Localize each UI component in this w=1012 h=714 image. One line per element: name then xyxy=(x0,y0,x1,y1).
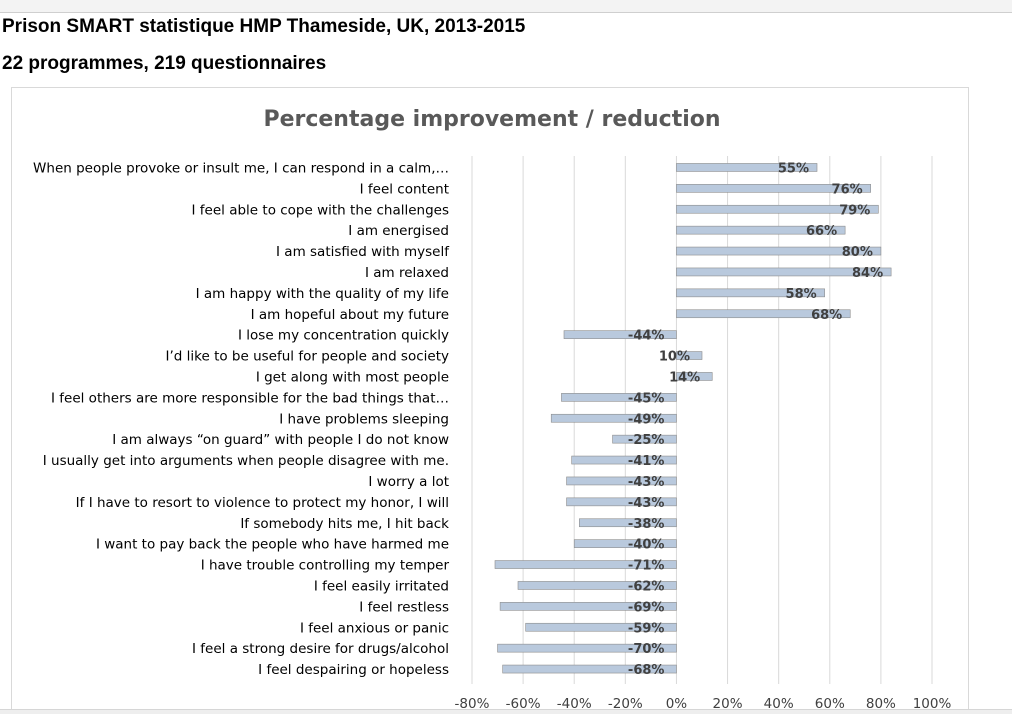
category-label: I feel restless xyxy=(359,599,449,615)
category-label: I have trouble controlling my temper xyxy=(201,558,450,574)
bar xyxy=(676,372,713,381)
data-label: 80% xyxy=(842,245,873,260)
data-label: -59% xyxy=(628,621,665,636)
x-tick-label: 0% xyxy=(666,696,688,710)
bar xyxy=(499,602,677,611)
data-label: -40% xyxy=(628,538,665,553)
bar-chart: Percentage improvement / reduction When … xyxy=(33,107,952,710)
data-label: -38% xyxy=(628,517,665,532)
data-label: 10% xyxy=(659,350,690,365)
category-label: I feel despairing or hopeless xyxy=(258,662,449,678)
data-label: -43% xyxy=(628,475,665,490)
bar xyxy=(494,560,677,569)
bar xyxy=(676,246,882,256)
category-label: If somebody hits me, I hit back xyxy=(240,516,449,532)
data-label: -68% xyxy=(628,663,665,678)
bar xyxy=(676,184,871,193)
data-label: 66% xyxy=(806,224,837,239)
data-label: 14% xyxy=(669,370,700,385)
bar xyxy=(566,476,677,486)
data-label: 58% xyxy=(786,287,817,302)
bar xyxy=(525,622,677,632)
bar xyxy=(517,581,677,590)
category-label: If I have to resort to violence to prote… xyxy=(76,495,449,511)
bar xyxy=(676,163,818,172)
chart-area: Percentage improvement / reduction When … xyxy=(11,87,969,710)
bar xyxy=(550,413,677,423)
category-label: I feel able to cope with the challenges xyxy=(192,202,449,218)
data-label: -44% xyxy=(628,329,665,344)
category-label: I want to pay back the people who have h… xyxy=(96,537,449,553)
category-label: I am relaxed xyxy=(365,265,449,281)
x-tick-label: -80% xyxy=(455,696,490,710)
category-label: I feel others are more responsible for t… xyxy=(51,390,449,406)
x-tick-label: 20% xyxy=(713,696,743,710)
category-label: I feel anxious or panic xyxy=(300,620,449,636)
data-label: 84% xyxy=(852,266,883,281)
category-label: I have problems sleeping xyxy=(279,411,449,427)
data-label: 55% xyxy=(778,161,809,176)
bar xyxy=(676,267,892,277)
data-label: -71% xyxy=(628,559,665,574)
category-label: I usually get into arguments when people… xyxy=(43,453,449,469)
category-label: When people provoke or insult me, I can … xyxy=(33,160,449,176)
data-label: -25% xyxy=(628,433,665,448)
window-bottom-bar xyxy=(0,709,1012,714)
data-label: -62% xyxy=(628,579,665,594)
x-axis-ticks: -80% -60% -40% -20% 0% 20% 40% 60% 80% 100% xyxy=(455,696,952,710)
x-tick-label: 100% xyxy=(913,696,952,710)
bar xyxy=(676,225,846,235)
bar xyxy=(676,351,703,360)
bar xyxy=(561,393,677,402)
x-tick-label: 40% xyxy=(764,696,794,710)
bar xyxy=(563,330,677,339)
category-label: I feel easily irritated xyxy=(314,578,449,594)
data-label: -70% xyxy=(628,642,665,657)
data-label: -45% xyxy=(628,391,665,406)
page-title: Prison SMART statistique HMP Thameside, … xyxy=(2,16,526,37)
x-tick-label: 60% xyxy=(815,696,845,710)
category-labels: When people provoke or insult me, I can … xyxy=(33,160,450,678)
bars xyxy=(494,163,892,674)
category-label: I get along with most people xyxy=(256,369,449,385)
bar xyxy=(502,664,677,674)
bar xyxy=(676,288,825,298)
bar xyxy=(676,309,851,319)
bar xyxy=(571,455,677,465)
x-tick-label: -40% xyxy=(557,696,592,710)
category-label: I feel a strong desire for drugs/alcohol xyxy=(192,641,449,657)
category-label: I worry a lot xyxy=(368,474,449,490)
category-label: I am hopeful about my future xyxy=(251,307,449,323)
bar xyxy=(573,539,677,548)
x-tick-label: -20% xyxy=(608,696,643,710)
bar xyxy=(612,434,677,444)
page-subtitle: 22 programmes, 219 questionnaires xyxy=(2,53,327,74)
category-label: I am satisfied with myself xyxy=(276,244,450,260)
x-tick-label: -60% xyxy=(506,696,541,710)
data-label: 68% xyxy=(811,308,842,323)
data-label: -49% xyxy=(628,412,665,427)
bar xyxy=(566,497,677,507)
bar xyxy=(579,518,677,528)
category-label: I lose my concentration quickly xyxy=(238,328,449,344)
bar xyxy=(497,643,677,653)
data-labels: 55% 76% 79%66% 80% 84% 58% 68% -44% 10% 14% -45% -4… xyxy=(628,161,883,678)
chart-title: Percentage improvement / reduction xyxy=(263,107,720,132)
data-label: 79% xyxy=(839,203,870,218)
category-label: I’d like to be useful for people and soc… xyxy=(166,349,449,365)
data-label: -69% xyxy=(628,600,665,615)
data-label: -43% xyxy=(628,496,665,511)
category-label: I am always “on guard” with people I do … xyxy=(112,432,449,448)
data-label: -41% xyxy=(628,454,665,469)
window-top-bar xyxy=(0,0,1012,13)
category-label: I feel content xyxy=(360,181,449,197)
category-label: I am energised xyxy=(348,223,449,239)
x-tick-label: 80% xyxy=(866,696,896,710)
bar xyxy=(676,204,879,214)
category-label: I am happy with the quality of my life xyxy=(196,286,449,302)
data-label: 76% xyxy=(832,182,863,197)
